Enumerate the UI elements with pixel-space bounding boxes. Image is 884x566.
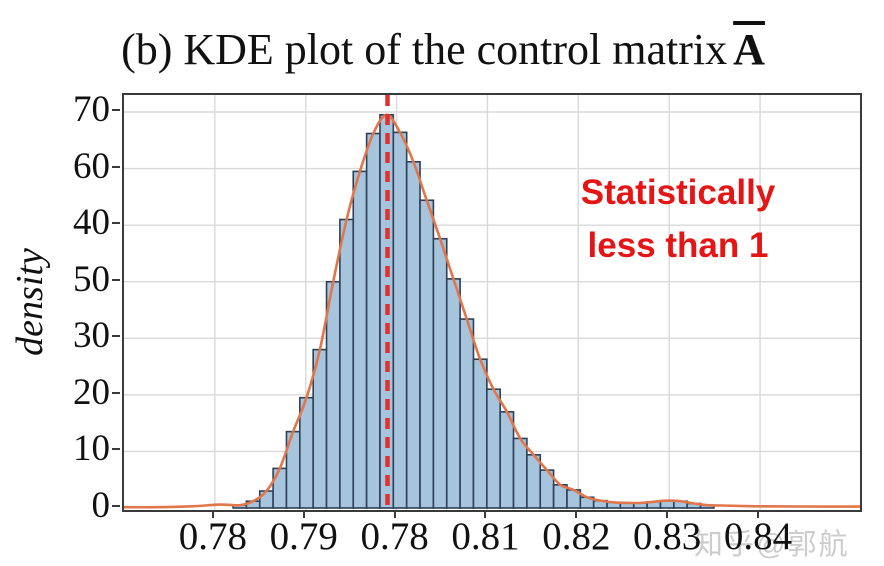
annotation-line-2: less than 1 bbox=[587, 225, 769, 265]
histogram-bar bbox=[486, 388, 501, 509]
y-tick-label: 10 bbox=[73, 428, 110, 470]
x-tick-mark bbox=[575, 510, 578, 518]
x-tick-label: 0.84 bbox=[723, 515, 793, 558]
y-tick-mark bbox=[112, 505, 120, 507]
histogram-bar bbox=[392, 131, 408, 509]
histogram-bar bbox=[526, 454, 542, 509]
x-tick-label: 0.81 bbox=[451, 515, 520, 558]
annotation-text: Statistically less than 1 bbox=[538, 167, 818, 272]
chart-title-text: (b) KDE plot of the control matrix bbox=[121, 25, 728, 74]
x-tick-label: 0.82 bbox=[542, 515, 611, 558]
histogram-bar bbox=[512, 437, 528, 509]
y-tick-label: 30 bbox=[73, 315, 110, 357]
annotation-line-1: Statistically bbox=[580, 173, 776, 212]
x-tick-label: 0.78 bbox=[178, 515, 247, 558]
x-tick-label: 0.79 bbox=[269, 515, 338, 558]
histogram-bar bbox=[472, 358, 488, 509]
y-tick-mark bbox=[112, 391, 120, 394]
x-tick-mark bbox=[393, 510, 396, 518]
histogram-bar bbox=[432, 237, 448, 509]
histogram-bar bbox=[325, 280, 341, 509]
histogram-bar bbox=[499, 411, 515, 509]
histogram-bar bbox=[459, 318, 475, 509]
histogram-bar bbox=[272, 467, 288, 509]
y-tick-label: 50 bbox=[73, 258, 110, 300]
y-tick-label: 0 bbox=[91, 485, 111, 526]
y-tick-mark bbox=[112, 278, 120, 281]
x-tick-mark bbox=[302, 510, 305, 518]
y-tick-mark bbox=[112, 109, 120, 111]
x-tick-label: 0.83 bbox=[633, 515, 702, 558]
x-tick-mark bbox=[211, 510, 214, 518]
y-tick-mark bbox=[112, 448, 120, 451]
x-tick-mark bbox=[666, 510, 669, 518]
kde-curve bbox=[124, 113, 860, 509]
x-tick-mark bbox=[484, 510, 487, 518]
histogram-bar bbox=[339, 218, 355, 509]
histogram-bar bbox=[352, 170, 368, 509]
watermark: 知乎@郭航 bbox=[694, 529, 850, 561]
histogram-bar bbox=[299, 396, 314, 509]
y-tick-mark bbox=[112, 222, 120, 225]
histogram-kde-chart bbox=[124, 95, 860, 510]
chart-title: (b) KDE plot of the control matrix A bbox=[10, 24, 876, 75]
histogram-bar bbox=[445, 278, 461, 509]
x-tick-mark bbox=[757, 510, 760, 518]
histogram-bar bbox=[419, 199, 435, 509]
histogram-bar bbox=[365, 132, 381, 509]
histogram-bar bbox=[405, 160, 421, 509]
y-tick-label: 40 bbox=[73, 202, 110, 244]
y-tick-mark bbox=[112, 165, 120, 168]
y-tick-label: 60 bbox=[73, 145, 110, 187]
plot-area: Statistically less than 1 bbox=[122, 93, 862, 512]
y-tick-label: 70 bbox=[73, 89, 110, 130]
y-tick-label: 20 bbox=[73, 371, 110, 413]
matrix-symbol-a-bar: A bbox=[733, 25, 765, 74]
y-tick-mark bbox=[112, 335, 120, 338]
x-tick-label: 0.78 bbox=[360, 515, 429, 558]
histogram-bar bbox=[258, 490, 274, 509]
